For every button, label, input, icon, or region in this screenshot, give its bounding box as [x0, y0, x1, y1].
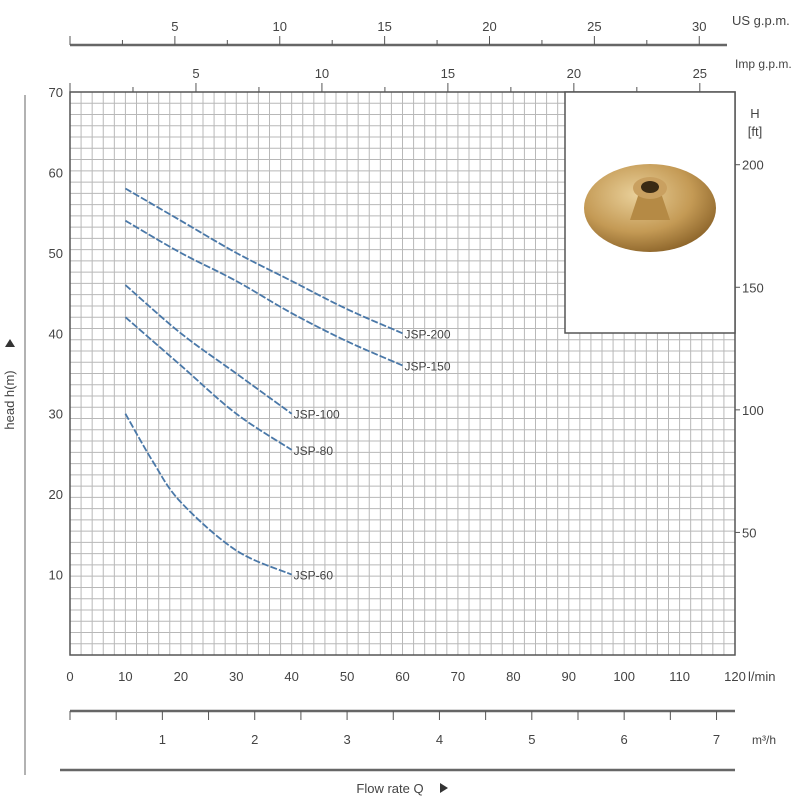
us-gpm-tick-label: 20: [482, 19, 496, 34]
y-tick-label: 50: [49, 246, 63, 261]
x-tick-label: 0: [66, 669, 73, 684]
x-unit-label: l/min: [748, 669, 775, 684]
curves: JSP-200 JSP-150 JSP-100 JSP-80 JSP-60: [124, 187, 451, 583]
us-gpm-tick-label: 30: [692, 19, 706, 34]
curve-label-jsp-200: JSP-200: [405, 327, 451, 341]
x-arrow-icon: [440, 783, 448, 793]
ft-tick-label: 150: [742, 280, 764, 295]
x-tick-label: 70: [451, 669, 465, 684]
ft-axis-unit: [ft]: [748, 124, 762, 139]
y-tick-label: 30: [49, 407, 63, 422]
curve-jsp-150: [124, 219, 403, 367]
impeller-image: [584, 164, 716, 252]
x-tick-label: 40: [284, 669, 298, 684]
imp-gpm-label: Imp g.p.m.: [735, 57, 792, 71]
curve-label-jsp-60: JSP-60: [294, 569, 334, 583]
ft-axis-title: H: [750, 106, 759, 121]
curve-jsp-100: [124, 284, 293, 415]
impeller-inset: [564, 91, 736, 334]
x-tick-label: 80: [506, 669, 520, 684]
y-tick-label: 60: [49, 165, 63, 180]
x-tick-label: 110: [669, 669, 690, 684]
us-gpm-tick-label: 10: [273, 19, 287, 34]
imp-gpm-tick-label: 20: [567, 66, 581, 81]
ft-tick-label: 100: [742, 403, 764, 418]
m3h-label: m³/h: [752, 733, 776, 747]
us-gpm-tick-label: 15: [377, 19, 391, 34]
y-axis-title: head h(m): [2, 370, 17, 429]
curve-jsp-80: [124, 316, 293, 451]
m3h-tick-label: 6: [621, 732, 628, 747]
x-tick-label: 10: [118, 669, 132, 684]
m3h-tick-label: 1: [159, 732, 166, 747]
imp-gpm-tick-label: 5: [192, 66, 199, 81]
us-gpm-tick-label: 5: [171, 19, 178, 34]
y-tick-label: 70: [49, 85, 63, 100]
m3h-tick-label: 4: [436, 732, 443, 747]
curve-jsp-60: [124, 413, 293, 576]
y-tick-label: 20: [49, 487, 63, 502]
y-tick-label: 10: [49, 568, 63, 583]
x-tick-label: 20: [174, 669, 188, 684]
x-tick-label: 100: [613, 669, 635, 684]
y-arrow-icon: [5, 339, 15, 347]
ft-tick-label: 200: [742, 158, 764, 173]
axes: 0 10 20 30 40 50 60 70 80 90 100 110 120102030405060…: [49, 19, 764, 772]
x-tick-label: 50: [340, 669, 354, 684]
ft-tick-label: 50: [742, 525, 756, 540]
m3h-tick-label: 5: [528, 732, 535, 747]
curve-jsp-200: [124, 187, 403, 335]
curve-label-jsp-100: JSP-100: [294, 408, 340, 422]
x-tick-label: 120: [724, 669, 746, 684]
curve-label-jsp-150: JSP-150: [405, 359, 451, 373]
y-tick-label: 40: [49, 326, 63, 341]
m3h-tick-label: 7: [713, 732, 720, 747]
imp-gpm-tick-label: 15: [441, 66, 455, 81]
x-tick-label: 90: [562, 669, 576, 684]
us-gpm-label: US g.p.m.: [732, 13, 790, 28]
x-tick-label: 30: [229, 669, 243, 684]
x-axis-title: Flow rate Q: [356, 781, 423, 796]
m3h-tick-label: 3: [343, 732, 350, 747]
x-tick-label: 60: [395, 669, 409, 684]
us-gpm-tick-label: 25: [587, 19, 601, 34]
imp-gpm-tick-label: 10: [315, 66, 329, 81]
imp-gpm-tick-label: 25: [693, 66, 707, 81]
m3h-tick-label: 2: [251, 732, 258, 747]
curve-label-jsp-80: JSP-80: [294, 444, 334, 458]
plot-frame: [69, 91, 736, 656]
